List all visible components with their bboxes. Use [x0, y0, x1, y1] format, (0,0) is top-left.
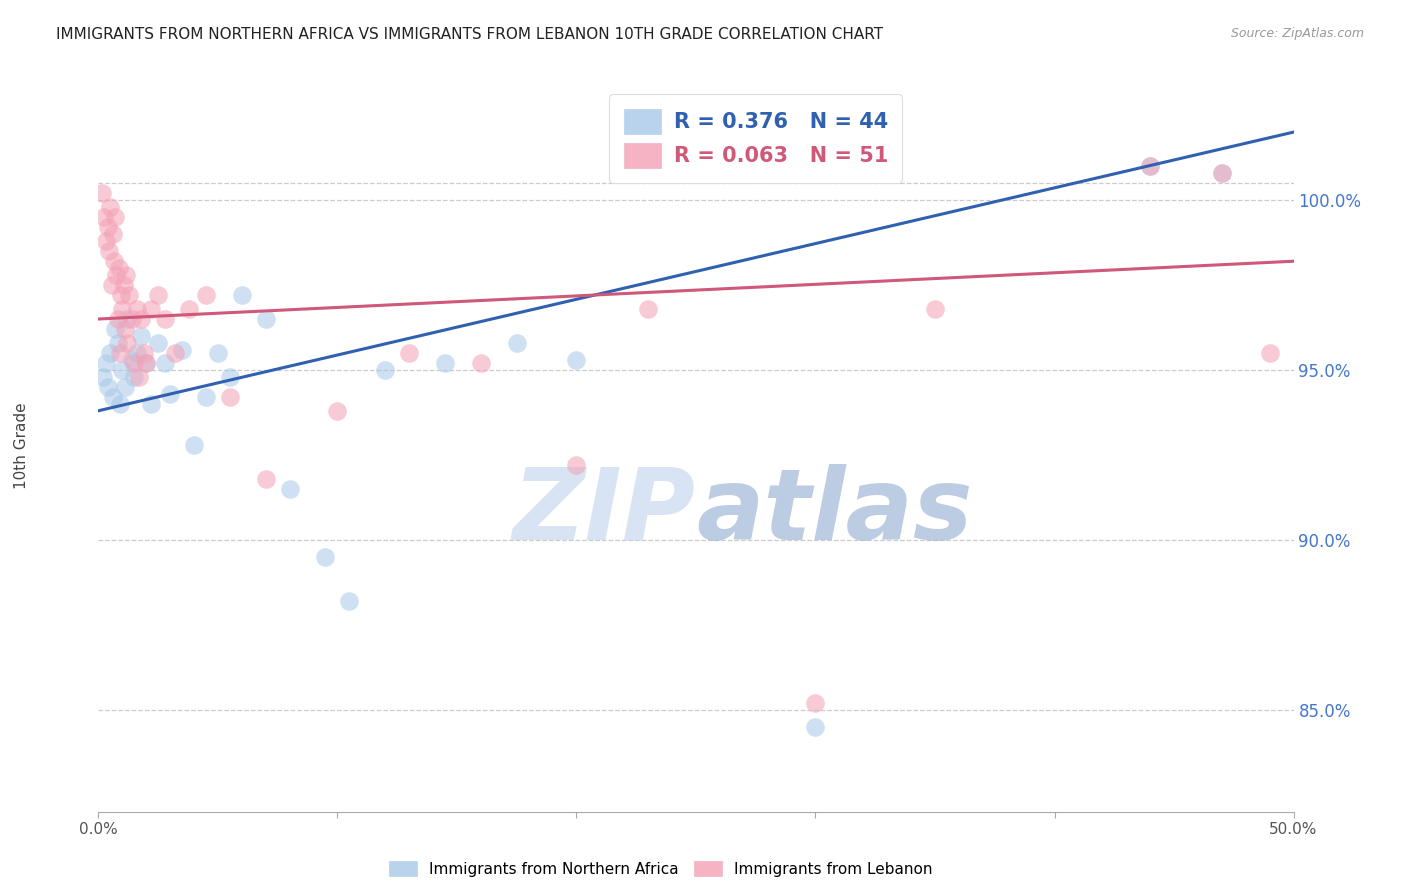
Point — [194, 288, 218, 302]
Point — [1258, 346, 1281, 360]
Point — [108, 346, 131, 360]
Text: atlas: atlas — [696, 464, 973, 560]
Point — [101, 227, 124, 241]
Point — [125, 346, 148, 360]
Point — [115, 312, 138, 326]
Point — [112, 278, 135, 293]
Point — [339, 594, 360, 608]
Point — [637, 301, 659, 316]
Point — [565, 352, 588, 367]
Point — [148, 335, 170, 350]
Point — [163, 346, 186, 360]
Point — [115, 268, 138, 282]
Point — [131, 329, 153, 343]
Point — [172, 343, 194, 357]
Point — [219, 369, 242, 384]
Point — [97, 380, 120, 394]
Point — [104, 210, 127, 224]
Point — [470, 356, 492, 370]
Point — [131, 312, 153, 326]
Point — [124, 356, 146, 370]
Point — [118, 288, 141, 302]
Point — [94, 356, 117, 370]
Point — [100, 278, 122, 293]
Point — [114, 380, 136, 394]
Point — [183, 438, 205, 452]
Point — [1211, 166, 1233, 180]
Point — [254, 312, 277, 326]
Point — [207, 346, 229, 360]
Point — [94, 234, 117, 248]
Point — [121, 312, 143, 326]
Point — [98, 346, 122, 360]
Text: 10th Grade: 10th Grade — [14, 402, 28, 490]
Point — [111, 301, 134, 316]
Point — [278, 482, 301, 496]
Point — [105, 268, 128, 282]
Point — [115, 335, 138, 350]
Point — [125, 301, 148, 316]
Point — [111, 363, 134, 377]
Point — [155, 312, 177, 326]
Point — [91, 369, 114, 384]
Legend: Immigrants from Northern Africa, Immigrants from Lebanon: Immigrants from Northern Africa, Immigra… — [382, 853, 939, 884]
Point — [107, 335, 129, 350]
Point — [97, 220, 120, 235]
Point — [128, 369, 150, 384]
Text: IMMIGRANTS FROM NORTHERN AFRICA VS IMMIGRANTS FROM LEBANON 10TH GRADE CORRELATIO: IMMIGRANTS FROM NORTHERN AFRICA VS IMMIG… — [56, 27, 883, 42]
Point — [804, 696, 827, 710]
Point — [254, 472, 277, 486]
Point — [101, 390, 124, 404]
Point — [374, 363, 396, 377]
Point — [924, 301, 946, 316]
Point — [108, 397, 131, 411]
Point — [98, 244, 121, 258]
Point — [132, 346, 155, 360]
Point — [107, 312, 129, 326]
Point — [506, 335, 529, 350]
Point — [148, 288, 170, 302]
Point — [104, 322, 127, 336]
Legend: R = 0.376   N = 44, R = 0.063   N = 51: R = 0.376 N = 44, R = 0.063 N = 51 — [609, 95, 903, 183]
Point — [135, 356, 157, 370]
Point — [98, 200, 122, 214]
Point — [326, 403, 349, 417]
Point — [121, 352, 143, 367]
Point — [433, 356, 456, 370]
Point — [219, 390, 242, 404]
Point — [194, 390, 218, 404]
Point — [139, 397, 162, 411]
Point — [315, 549, 337, 564]
Point — [103, 254, 125, 268]
Point — [804, 720, 827, 734]
Point — [231, 288, 253, 302]
Text: Source: ZipAtlas.com: Source: ZipAtlas.com — [1230, 27, 1364, 40]
Point — [110, 288, 132, 302]
Text: ZIP: ZIP — [513, 464, 696, 560]
Point — [107, 260, 129, 275]
Point — [565, 458, 588, 472]
Point — [1139, 159, 1161, 173]
Point — [398, 346, 420, 360]
Point — [135, 356, 157, 370]
Point — [1211, 166, 1233, 180]
Point — [155, 356, 177, 370]
Point — [139, 301, 162, 316]
Point — [114, 322, 136, 336]
Point — [124, 369, 146, 384]
Point — [179, 301, 201, 316]
Point — [93, 210, 115, 224]
Point — [159, 386, 181, 401]
Point — [1139, 159, 1161, 173]
Point — [91, 186, 114, 201]
